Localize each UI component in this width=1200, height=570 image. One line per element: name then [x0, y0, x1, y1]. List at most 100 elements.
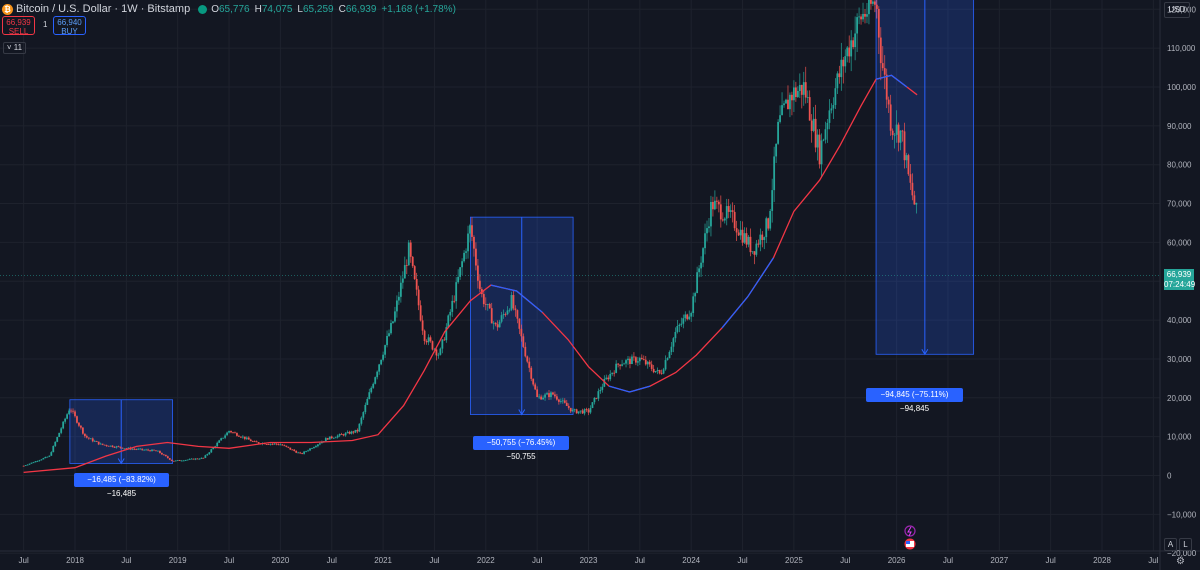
- candle-body: [623, 363, 625, 365]
- candle-body: [348, 431, 351, 434]
- candle-body: [62, 421, 65, 429]
- candle-body: [457, 276, 460, 283]
- candle-body: [559, 401, 562, 402]
- candle-body: [87, 437, 90, 439]
- candle-body: [82, 427, 84, 434]
- ma-line-blue: [721, 257, 774, 329]
- candle-body: [530, 367, 533, 379]
- candle-body: [561, 400, 564, 402]
- candle-body: [317, 444, 319, 447]
- candle-body: [332, 437, 335, 439]
- candle-body: [265, 444, 268, 445]
- auto-scale-button[interactable]: A: [1164, 538, 1177, 551]
- candle-body: [504, 314, 507, 315]
- candle-body: [324, 438, 327, 442]
- candle-body: [117, 446, 120, 448]
- bitcoin-icon: ₿: [2, 3, 13, 15]
- candle-body: [565, 402, 568, 406]
- candle-body: [812, 118, 815, 131]
- candle-body: [168, 458, 171, 460]
- candle-body: [76, 416, 78, 423]
- log-scale-button[interactable]: L: [1179, 538, 1192, 551]
- candle-body: [198, 458, 201, 460]
- candle-body: [137, 448, 140, 450]
- candle-body: [249, 439, 252, 442]
- candle-body: [556, 396, 558, 400]
- candle-body: [735, 228, 738, 233]
- time-tick-label: 2024: [682, 556, 700, 565]
- candle-body: [889, 104, 892, 131]
- price-tick-label: 10,000: [1167, 433, 1192, 442]
- candle-body: [508, 309, 511, 311]
- candle-body: [672, 338, 675, 347]
- candle-body: [844, 56, 847, 67]
- candle-body: [364, 404, 367, 413]
- buy-button[interactable]: 66,940 BUY: [53, 16, 86, 36]
- time-tick-label: Jul: [635, 556, 645, 565]
- candle-body: [344, 433, 347, 436]
- candle-body: [619, 364, 621, 366]
- candle-body: [311, 448, 313, 450]
- candle-body: [506, 310, 509, 315]
- measure-label-2018[interactable]: −16,485 (−83.82%) −16,485: [74, 473, 169, 498]
- candle-body: [113, 447, 116, 448]
- candle-body: [301, 453, 304, 454]
- candle-body: [125, 448, 128, 450]
- indicators-toggle[interactable]: ˅ 11: [3, 42, 26, 54]
- candle-body: [24, 465, 27, 467]
- measure-label-2022[interactable]: −50,755 (−76.45%) −50,755: [473, 436, 569, 461]
- measure-boxes[interactable]: [69, 0, 975, 465]
- candle-body: [443, 339, 446, 341]
- candle-body: [149, 450, 151, 452]
- candle-body: [818, 134, 821, 165]
- candle-body: [289, 447, 292, 450]
- time-tick-label: Jul: [840, 556, 850, 565]
- candle-body: [240, 436, 242, 438]
- candle-body: [305, 451, 307, 452]
- ma-line-blue: [608, 385, 651, 393]
- candle-body: [40, 459, 43, 461]
- candle-body: [743, 233, 746, 243]
- currency-selector[interactable]: USD: [1164, 2, 1190, 18]
- candle-body: [787, 99, 789, 110]
- candle-body: [378, 364, 381, 372]
- candle-body: [524, 346, 527, 357]
- candle-body: [759, 234, 762, 245]
- candle-body: [877, 8, 880, 38]
- candle-body: [370, 387, 373, 393]
- measure-label-2026[interactable]: −94,845 (−75.11%) −94,845: [866, 388, 963, 413]
- candle-body: [528, 361, 531, 368]
- sell-button[interactable]: 66,939 SELL: [2, 16, 35, 36]
- candle-body: [648, 361, 651, 365]
- candle-body: [621, 364, 623, 366]
- candle-body: [405, 265, 408, 266]
- candle-body: [682, 318, 685, 324]
- candle-body: [93, 441, 96, 442]
- candle-body: [719, 204, 722, 220]
- candle-body: [26, 464, 29, 466]
- candle-body: [291, 449, 294, 451]
- lightning-event-icon[interactable]: [904, 525, 916, 537]
- event-markers[interactable]: [904, 525, 916, 550]
- candle-body: [216, 442, 219, 447]
- candle-body: [816, 134, 819, 148]
- candle-body: [157, 450, 159, 452]
- settings-gear-icon[interactable]: ⚙: [1176, 556, 1185, 567]
- candle-body: [141, 448, 144, 450]
- candle-body: [411, 256, 414, 267]
- candle-body: [56, 436, 59, 442]
- symbol-title[interactable]: Bitcoin / U.S. Dollar · 1W · Bitstamp: [16, 3, 191, 15]
- candle-body: [615, 363, 618, 373]
- candle-body: [793, 87, 795, 101]
- candle-body: [522, 336, 525, 347]
- time-tick-label: 2025: [785, 556, 803, 565]
- candle-body: [218, 440, 221, 443]
- lightning-glyph: [907, 526, 912, 537]
- candle-body: [429, 337, 432, 342]
- candle-body: [828, 110, 831, 123]
- candle-body: [712, 201, 714, 210]
- candle-body: [366, 399, 369, 405]
- time-axis[interactable]: Jul 2018 Jul 2019 Jul 2020 Jul 2021 Jul 2022 Jul 20…: [19, 556, 1159, 565]
- candle-body: [905, 155, 908, 161]
